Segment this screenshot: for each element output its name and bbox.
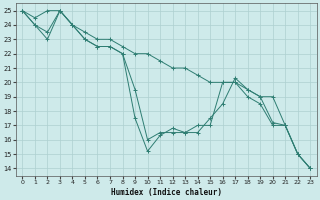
X-axis label: Humidex (Indice chaleur): Humidex (Indice chaleur) [111, 188, 222, 197]
